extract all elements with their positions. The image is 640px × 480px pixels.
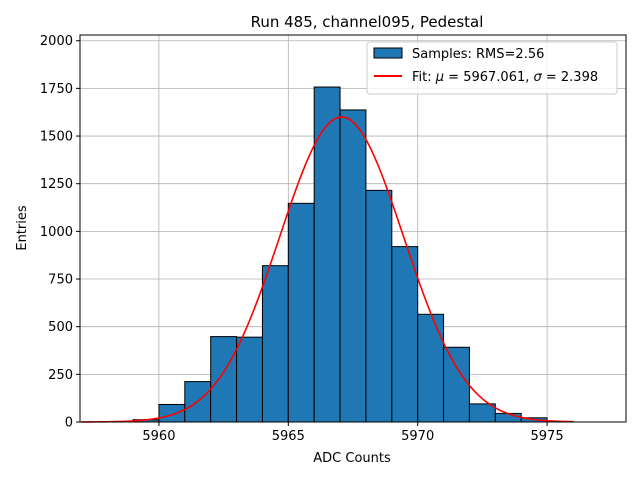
histogram-bar [210,336,238,423]
histogram-bar [287,202,315,423]
legend: Samples: RMS=2.56 Fit: μ = 5967.061, σ =… [366,41,618,95]
y-tick-label: 1250 [40,177,73,192]
legend-fit-label: Fit: μ = 5967.061, σ = 2.398 [412,70,598,85]
histogram-bar [443,346,470,423]
y-axis-ticks: 0 250 500 750 1000 1250 1500 1750 2000 [40,34,80,431]
x-axis-label: ADC Counts [313,451,391,466]
histogram-bar [339,109,367,423]
x-tick-label: 5965 [272,429,305,444]
histogram-bar [391,246,419,423]
legend-histogram-label: Samples: RMS=2.56 [412,47,544,62]
plot-frame [79,34,627,423]
histogram-bar [158,403,186,423]
legend-box [366,41,618,95]
histogram-bar [494,412,522,423]
y-tick-label: 750 [48,273,73,288]
histogram-bar [365,189,393,423]
histogram-bars [132,86,574,423]
fit-curve-group [81,116,573,423]
fit-curve [81,116,573,423]
histogram-bar [468,403,496,423]
legend-histogram-swatch [373,47,403,59]
histogram-bar [236,336,263,423]
y-tick-label: 1000 [40,225,73,240]
y-tick-label: 2000 [40,34,73,49]
histogram-bar [417,313,445,423]
x-tick-label: 5960 [142,429,175,444]
histogram-bar [261,265,289,423]
x-tick-label: 5975 [531,429,564,444]
y-tick-label: 250 [48,368,73,383]
y-tick-label: 500 [48,320,73,335]
y-tick-label: 0 [65,416,73,431]
y-axis-label: Entries [15,205,30,251]
chart-title: Run 485, channel095, Pedestal [251,13,484,31]
y-tick-label: 1750 [40,82,73,97]
y-tick-label: 1500 [40,130,73,145]
x-axis-ticks: 5960 5965 5970 5975 [142,422,564,444]
x-tick-label: 5970 [401,429,434,444]
